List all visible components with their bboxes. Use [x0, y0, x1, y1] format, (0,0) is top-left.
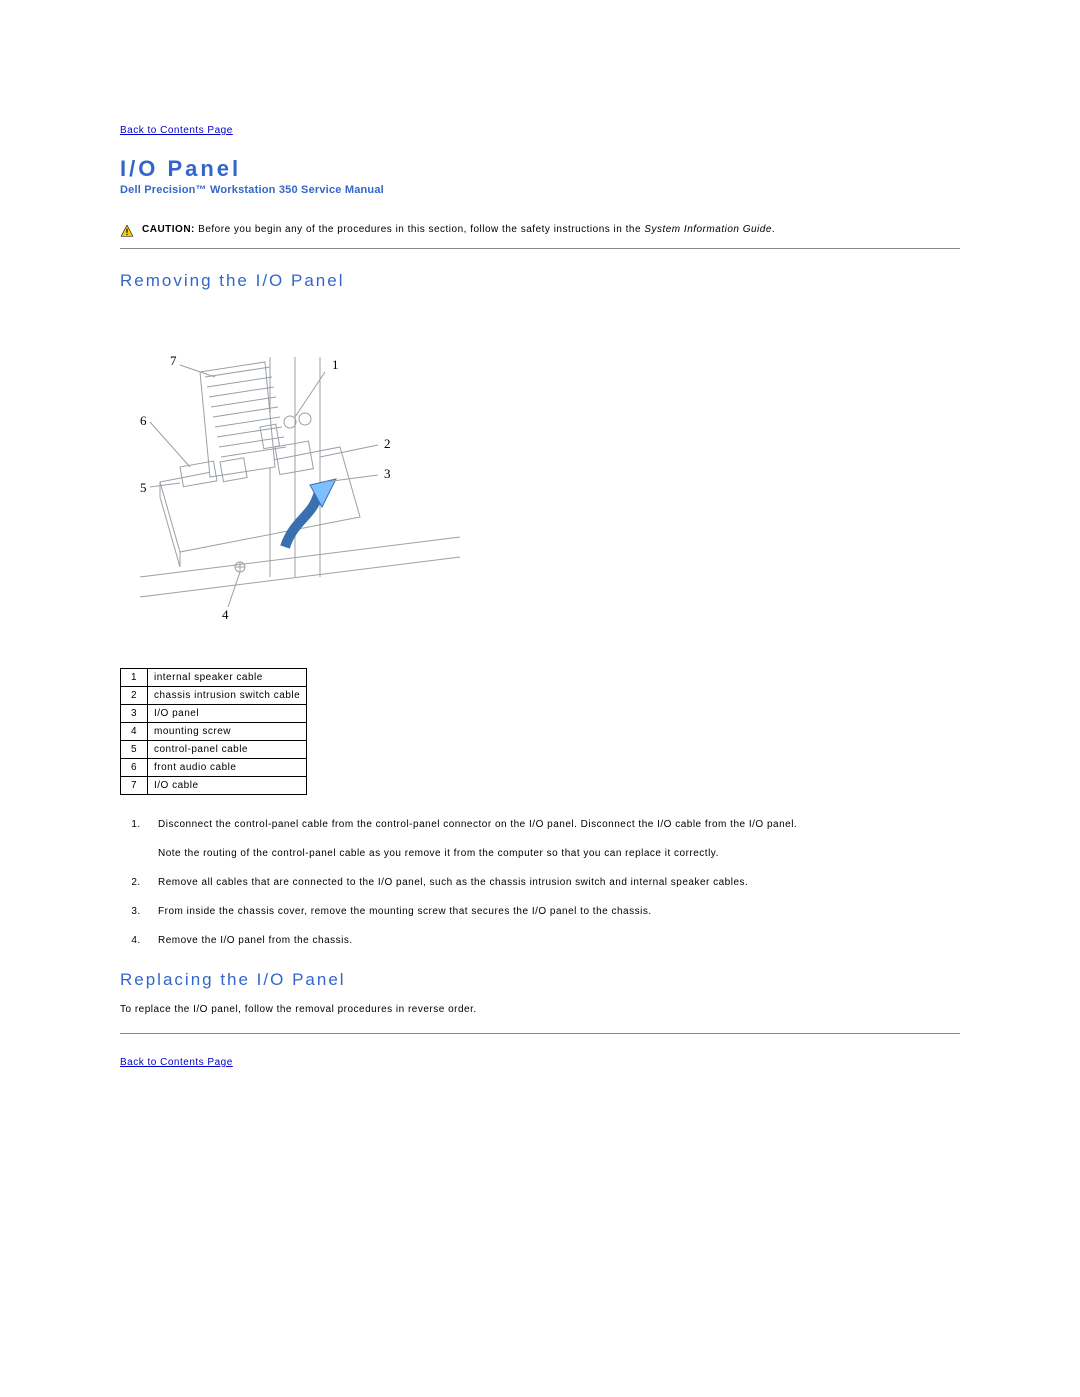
callout-3: 3 [384, 466, 391, 481]
caution-text: CAUTION: Before you begin any of the pro… [142, 224, 775, 235]
section-removing-heading: Removing the I/O Panel [120, 271, 960, 291]
back-to-contents-link-bottom[interactable]: Back to Contents Page [120, 1057, 233, 1068]
part-label: I/O panel [148, 705, 307, 723]
removal-steps: Disconnect the control-panel cable from … [120, 817, 960, 948]
page-container: Back to Contents Page I/O Panel Dell Pre… [0, 0, 1080, 1130]
part-label: front audio cable [148, 759, 307, 777]
section-replacing-heading: Replacing the I/O Panel [120, 970, 960, 990]
divider [120, 1033, 960, 1034]
callout-7: 7 [170, 353, 177, 368]
part-label: control-panel cable [148, 741, 307, 759]
part-number: 2 [121, 687, 148, 705]
diagram-container: 1 2 3 4 5 6 7 [120, 317, 960, 642]
io-panel-diagram: 1 2 3 4 5 6 7 [120, 317, 480, 637]
table-row: 3I/O panel [121, 705, 307, 723]
part-label: chassis intrusion switch cable [148, 687, 307, 705]
callout-6: 6 [140, 413, 147, 428]
caution-icon [120, 224, 134, 238]
step-note: Note the routing of the control-panel ca… [158, 846, 960, 861]
part-number: 6 [121, 759, 148, 777]
list-item: From inside the chassis cover, remove th… [144, 904, 960, 919]
replacing-text: To replace the I/O panel, follow the rem… [120, 1004, 960, 1015]
callout-2: 2 [384, 436, 391, 451]
part-number: 3 [121, 705, 148, 723]
list-item: Disconnect the control-panel cable from … [144, 817, 960, 861]
callout-1: 1 [332, 357, 339, 372]
table-row: 5control-panel cable [121, 741, 307, 759]
callout-5: 5 [140, 480, 147, 495]
part-label: mounting screw [148, 723, 307, 741]
table-row: 6front audio cable [121, 759, 307, 777]
caution-block: CAUTION: Before you begin any of the pro… [120, 224, 960, 238]
table-row: 7I/O cable [121, 777, 307, 795]
list-item: Remove all cables that are connected to … [144, 875, 960, 890]
table-row: 2chassis intrusion switch cable [121, 687, 307, 705]
caution-body-before: Before you begin any of the procedures i… [198, 224, 644, 235]
part-number: 1 [121, 669, 148, 687]
page-subtitle: Dell Precision™ Workstation 350 Service … [120, 184, 960, 196]
table-row: 1internal speaker cable [121, 669, 307, 687]
caution-body-after: . [772, 224, 775, 235]
divider [120, 248, 960, 249]
part-number: 7 [121, 777, 148, 795]
page-title: I/O Panel [120, 156, 960, 182]
table-row: 4mounting screw [121, 723, 307, 741]
caution-label: CAUTION: [142, 224, 195, 235]
back-to-contents-link-top[interactable]: Back to Contents Page [120, 125, 233, 136]
list-item: Remove the I/O panel from the chassis. [144, 933, 960, 948]
callout-4: 4 [222, 607, 229, 622]
part-label: internal speaker cable [148, 669, 307, 687]
caution-doc-name: System Information Guide [644, 224, 772, 235]
parts-table: 1internal speaker cable2chassis intrusio… [120, 668, 307, 795]
part-number: 4 [121, 723, 148, 741]
part-number: 5 [121, 741, 148, 759]
part-label: I/O cable [148, 777, 307, 795]
